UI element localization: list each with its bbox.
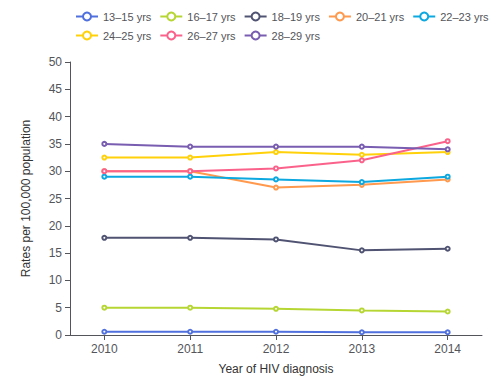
svg-text:5: 5	[55, 301, 62, 315]
svg-text:35: 35	[49, 137, 63, 151]
svg-text:13–15 yrs: 13–15 yrs	[103, 11, 152, 23]
svg-text:40: 40	[49, 110, 63, 124]
svg-text:30: 30	[49, 164, 63, 178]
svg-text:2011: 2011	[177, 342, 203, 356]
svg-text:22–23 yrs: 22–23 yrs	[440, 11, 489, 23]
svg-text:25: 25	[49, 192, 63, 206]
svg-text:26–27 yrs: 26–27 yrs	[187, 30, 236, 42]
svg-text:2014: 2014	[434, 342, 461, 356]
svg-text:10: 10	[49, 273, 63, 287]
svg-text:50: 50	[49, 55, 63, 69]
svg-text:20: 20	[49, 219, 63, 233]
svg-text:Rates per 100,000 population: Rates per 100,000 population	[19, 120, 33, 277]
svg-text:15: 15	[49, 246, 63, 260]
svg-text:20–21 yrs: 20–21 yrs	[356, 11, 405, 23]
svg-text:28–29 yrs: 28–29 yrs	[272, 30, 321, 42]
svg-text:16–17 yrs: 16–17 yrs	[187, 11, 236, 23]
svg-text:2010: 2010	[91, 342, 118, 356]
svg-text:2012: 2012	[263, 342, 290, 356]
svg-text:45: 45	[49, 82, 63, 96]
svg-text:2013: 2013	[348, 342, 375, 356]
svg-text:0: 0	[55, 328, 62, 342]
svg-text:Year of HIV diagnosis: Year of HIV diagnosis	[219, 362, 334, 376]
svg-text:24–25 yrs: 24–25 yrs	[103, 30, 152, 42]
svg-text:18–19 yrs: 18–19 yrs	[272, 11, 321, 23]
